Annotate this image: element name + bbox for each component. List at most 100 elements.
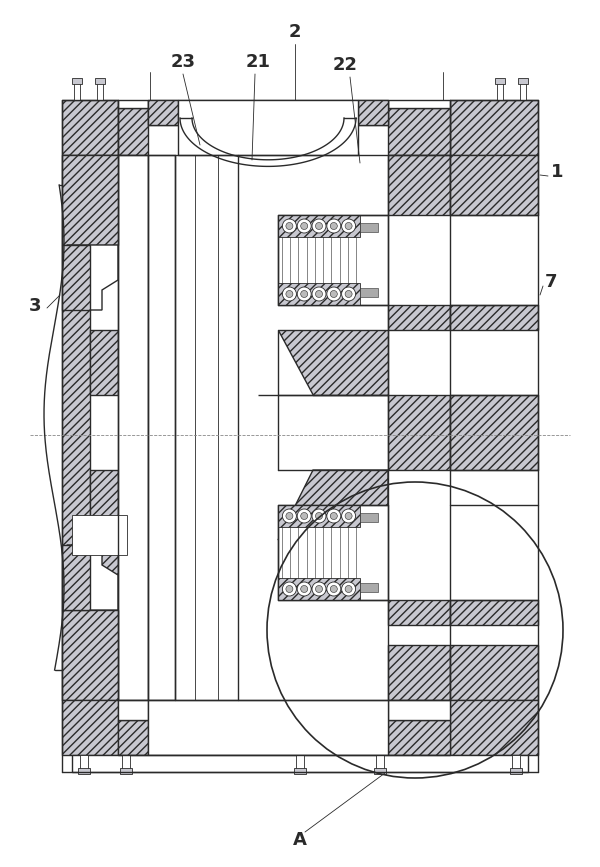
Bar	[388, 600, 450, 625]
Bar	[90, 470, 118, 625]
Polygon shape	[278, 330, 388, 395]
Bar	[360, 513, 378, 522]
Bar	[495, 78, 505, 84]
Circle shape	[286, 585, 293, 592]
Circle shape	[316, 223, 323, 230]
Bar	[72, 755, 528, 772]
Bar	[90, 155, 118, 215]
Bar	[450, 600, 538, 625]
Circle shape	[301, 585, 308, 592]
Polygon shape	[67, 245, 118, 310]
Bar	[120, 768, 132, 774]
Circle shape	[327, 509, 341, 523]
Text: 22: 22	[332, 56, 358, 74]
Text: A: A	[293, 831, 307, 849]
Circle shape	[301, 290, 308, 297]
Bar	[296, 755, 304, 772]
Bar	[62, 700, 118, 755]
Circle shape	[327, 219, 341, 233]
Bar	[95, 78, 105, 84]
Bar	[450, 155, 538, 215]
Bar	[520, 82, 526, 100]
Bar	[72, 515, 127, 555]
Circle shape	[341, 287, 356, 301]
Bar	[62, 155, 90, 700]
Circle shape	[297, 509, 311, 523]
Circle shape	[283, 509, 296, 523]
Circle shape	[301, 223, 308, 230]
Circle shape	[283, 219, 296, 233]
Bar	[388, 108, 450, 155]
Bar	[278, 215, 360, 237]
Text: 3: 3	[29, 297, 41, 315]
Bar	[294, 768, 306, 774]
Circle shape	[312, 287, 326, 301]
Bar	[450, 395, 538, 470]
Bar	[388, 305, 450, 330]
Circle shape	[301, 512, 308, 519]
Bar	[118, 108, 148, 155]
Circle shape	[331, 585, 337, 592]
Bar	[278, 505, 388, 600]
Bar	[62, 155, 118, 245]
Bar	[72, 78, 82, 84]
Bar	[118, 100, 148, 108]
Bar	[78, 768, 90, 774]
Bar	[90, 645, 118, 700]
Circle shape	[283, 287, 296, 301]
Bar	[388, 720, 450, 755]
Bar	[388, 100, 450, 108]
Bar	[374, 768, 386, 774]
Circle shape	[331, 223, 337, 230]
Bar	[62, 610, 118, 700]
Circle shape	[286, 290, 293, 297]
Bar	[118, 700, 148, 720]
Bar	[90, 330, 118, 395]
Bar	[360, 288, 378, 297]
Circle shape	[312, 219, 326, 233]
Bar	[450, 100, 538, 155]
Bar	[450, 645, 538, 700]
Bar	[376, 755, 384, 772]
Circle shape	[312, 582, 326, 596]
Bar	[388, 155, 450, 215]
Circle shape	[327, 582, 341, 596]
Bar	[122, 755, 130, 772]
Bar	[74, 82, 80, 100]
Bar	[278, 505, 360, 527]
Bar	[178, 100, 358, 155]
Circle shape	[316, 512, 323, 519]
Bar	[118, 155, 148, 700]
Circle shape	[286, 223, 293, 230]
Circle shape	[312, 509, 326, 523]
Circle shape	[297, 582, 311, 596]
Bar	[360, 583, 378, 592]
Bar	[148, 700, 388, 755]
Circle shape	[297, 219, 311, 233]
Circle shape	[345, 512, 352, 519]
Circle shape	[286, 512, 293, 519]
Circle shape	[345, 585, 352, 592]
Bar	[62, 245, 90, 310]
Circle shape	[316, 290, 323, 297]
Bar	[148, 100, 388, 125]
Bar	[518, 78, 528, 84]
Bar	[358, 100, 388, 125]
Bar	[388, 700, 450, 720]
Text: 21: 21	[245, 53, 271, 71]
Bar	[450, 305, 538, 330]
Bar	[148, 155, 175, 700]
Bar	[62, 545, 90, 610]
Circle shape	[341, 582, 356, 596]
Bar	[278, 283, 360, 305]
Circle shape	[341, 219, 356, 233]
Bar	[388, 645, 450, 700]
Bar	[148, 100, 178, 125]
Bar	[450, 700, 538, 755]
Bar	[497, 82, 503, 100]
Bar	[360, 223, 378, 232]
Bar	[388, 395, 450, 470]
Circle shape	[331, 512, 337, 519]
Polygon shape	[278, 470, 388, 540]
Text: 2: 2	[289, 23, 301, 41]
